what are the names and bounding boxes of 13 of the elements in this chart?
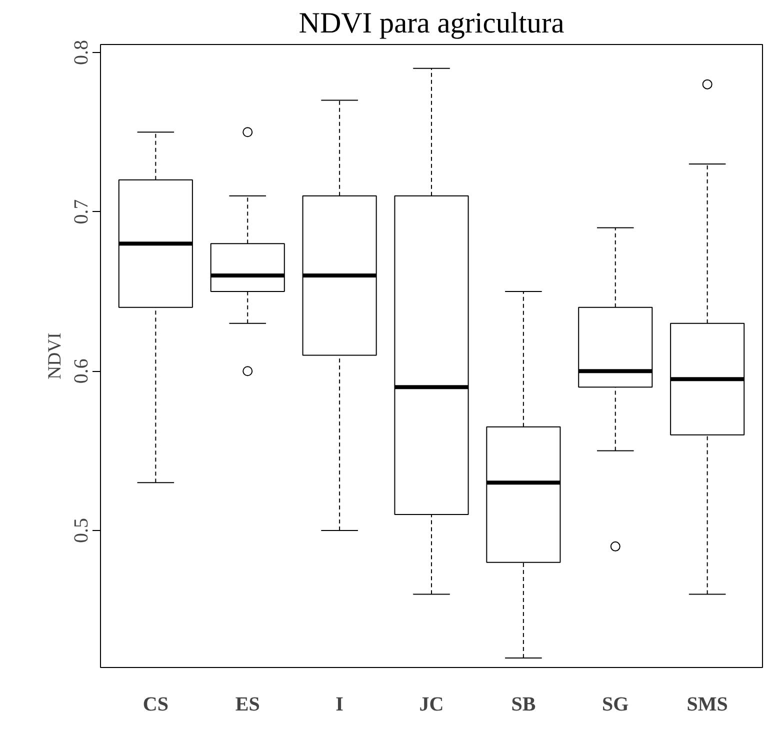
chart-title: NDVI para agricultura — [298, 8, 564, 40]
x-tick-label: CS — [142, 694, 168, 716]
x-tick-label: ES — [235, 694, 260, 716]
x-tick-label: JC — [419, 694, 444, 716]
x-tick-label: SMS — [686, 694, 728, 716]
x-tick-label: SG — [602, 694, 630, 716]
x-tick-label: SB — [511, 694, 536, 716]
x-tick-label: I — [336, 694, 344, 716]
y-tick-label: 0.5 — [70, 518, 92, 543]
y-tick-label: 0.8 — [70, 40, 92, 65]
y-tick-label: 0.7 — [70, 199, 92, 224]
y-tick-label: 0.6 — [70, 358, 92, 384]
y-axis-title: NDVI — [44, 332, 66, 380]
